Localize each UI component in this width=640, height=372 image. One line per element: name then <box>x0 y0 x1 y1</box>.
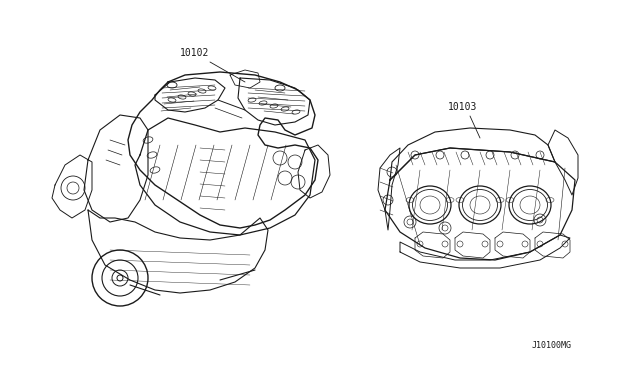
Text: J10100MG: J10100MG <box>532 341 572 350</box>
Text: 10103: 10103 <box>448 102 477 112</box>
Text: 10102: 10102 <box>180 48 210 58</box>
